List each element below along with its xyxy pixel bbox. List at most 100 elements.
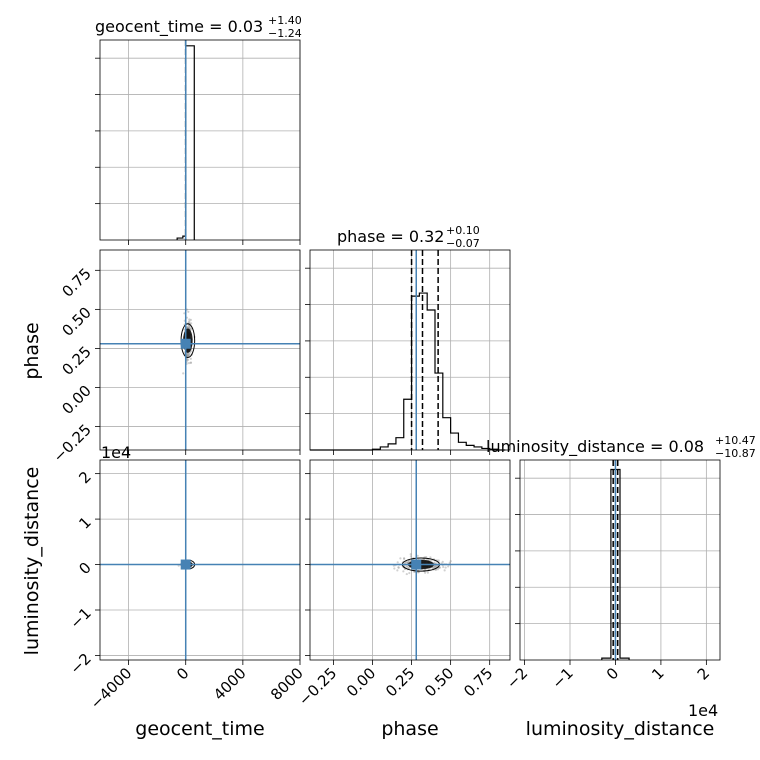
scatter-point: [186, 326, 189, 329]
y-tick-label: −0.25: [50, 421, 95, 466]
scatter-point: [188, 320, 191, 323]
scatter-point: [433, 565, 436, 568]
x-tick-label: 1: [648, 664, 667, 683]
panel-luminosity-distance-hist: −2 −1 0 1 2: [503, 459, 721, 692]
scatter-point: [437, 559, 440, 562]
x-tick-label: 4000: [210, 664, 250, 704]
scatter-point: [393, 567, 396, 570]
x-tick-label: 0.25: [382, 664, 418, 700]
scatter-point: [447, 565, 450, 568]
x-tick-label: 0: [173, 664, 192, 683]
x-tick-label: 0.50: [421, 664, 457, 700]
offset-label-y: 1e4: [101, 443, 131, 462]
scatter-point: [186, 326, 189, 329]
scatter-point: [434, 565, 437, 568]
truth-marker: [411, 559, 422, 570]
scatter-point: [188, 318, 191, 321]
scatter-point: [405, 572, 408, 576]
scatter-point: [187, 354, 190, 357]
truth-marker: [180, 338, 191, 349]
scatter-point: [396, 561, 399, 564]
offset-label-x: 1e4: [688, 701, 718, 720]
scatter-point: [189, 361, 193, 364]
ylabel-phase: phase: [21, 322, 43, 379]
title-phase-label: phase: [337, 227, 385, 246]
y-tick-label: 0: [75, 559, 94, 578]
title-phase: phase = 0.32: [337, 227, 444, 246]
scatter-point: [186, 353, 189, 356]
scatter-point: [189, 357, 192, 360]
y-tick-label: −1: [66, 604, 94, 632]
scatter-point: [188, 353, 191, 356]
scatter-point: [188, 325, 191, 328]
y-tick-label: 2: [75, 468, 94, 487]
x-tick-label: −2: [503, 664, 531, 692]
title-phase-value: 0.32: [409, 227, 445, 246]
panel-frame: [309, 249, 511, 451]
title-luminosity-distance-value: 0.08: [668, 437, 704, 456]
scatter-point: [425, 555, 428, 559]
scatter-point: [449, 559, 452, 563]
scatter-point: [187, 354, 190, 358]
panel-frame: [99, 249, 301, 451]
panel-background: [100, 460, 300, 660]
scatter-point: [186, 352, 189, 355]
y-tick-label: 0.50: [58, 303, 94, 339]
xlabel-luminosity-distance: luminosity_distance: [526, 718, 715, 740]
scatter-point: [187, 358, 190, 361]
x-tick-label: 2: [694, 664, 713, 683]
panel-geocent-time-vs-phase: −0.250.000.25 0.500.75: [50, 249, 301, 466]
scatter-point: [187, 310, 190, 313]
scatter-point: [444, 566, 447, 569]
scatter-point: [407, 559, 410, 563]
scatter-point: [187, 321, 190, 324]
scatter-point: [403, 557, 406, 560]
histogram-geocent_time: [176, 45, 195, 240]
scatter-point: [186, 359, 189, 362]
scatter-point: [406, 561, 409, 564]
scatter-point: [189, 361, 192, 364]
panel-frame: [99, 459, 301, 661]
y-tick-label: 1: [75, 513, 94, 532]
scatter-point: [188, 325, 191, 328]
scatter-point: [187, 352, 190, 355]
scatter-point: [443, 569, 446, 572]
scatter-point: [182, 372, 185, 375]
x-tick-label: −4000: [87, 664, 136, 713]
scatter-point: [433, 561, 436, 565]
title-luminosity-distance-minus: −10.87: [715, 447, 756, 460]
scatter-point: [403, 557, 406, 561]
scatter-point: [417, 571, 421, 574]
xlabel-phase: phase: [381, 718, 438, 740]
y-tick-label: 0.00: [58, 382, 94, 418]
panel-geocent-time-hist: [95, 39, 301, 245]
scatter-point: [397, 566, 400, 569]
scatter-point: [431, 566, 434, 569]
scatter-point: [413, 570, 417, 573]
scatter-point: [423, 571, 427, 574]
scatter-point: [409, 555, 413, 558]
y-tick-label: −2: [66, 650, 94, 678]
title-geocent-time-minus: −1.24: [268, 27, 302, 40]
truth-marker: [180, 559, 191, 570]
x-tick-label: 0.75: [460, 664, 496, 700]
title-geocent-time-label: geocent_time: [95, 17, 204, 37]
scatter-point: [406, 565, 409, 569]
scatter-point: [399, 557, 402, 560]
panel-phase-vs-luminosity-distance: −0.25 0.00 0.25 0.50 0.75: [295, 459, 511, 709]
title-geocent-time-value: 0.03: [228, 17, 264, 36]
scatter-point: [442, 565, 445, 569]
title-geocent-time-plus: +1.40: [268, 14, 302, 27]
x-tick-label: 0.00: [343, 664, 379, 700]
y-tick-label: 0.25: [58, 343, 94, 379]
title-geocent-time: geocent_time = 0.03: [95, 17, 263, 37]
scatter-point: [416, 554, 419, 557]
scatter-point: [183, 312, 186, 315]
scatter-point: [448, 561, 451, 564]
y-tick-label: 0.75: [58, 264, 94, 300]
panel-background: [310, 460, 510, 660]
scatter-point: [402, 570, 405, 573]
scatter-point: [189, 318, 192, 321]
scatter-point: [187, 362, 191, 365]
scatter-point: [407, 566, 411, 569]
